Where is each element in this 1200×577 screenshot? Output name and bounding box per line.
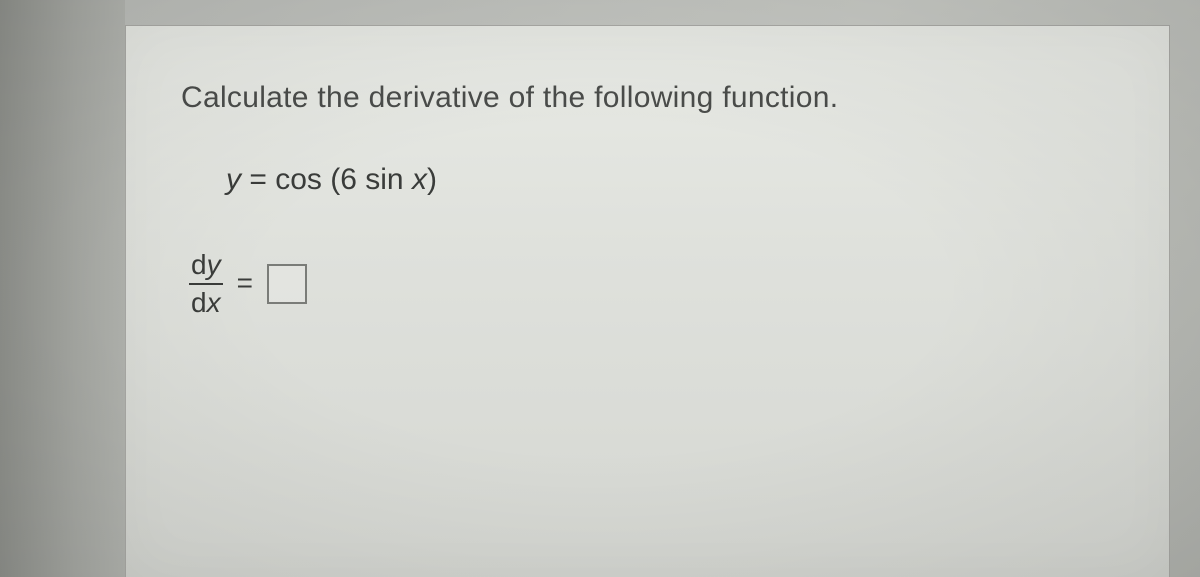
equation-x: x — [412, 163, 427, 196]
answer-equals: = — [237, 267, 253, 301]
denominator-x: x — [207, 287, 221, 318]
fraction-denominator: dx — [189, 283, 223, 319]
equation-coeff-6: 6 — [340, 163, 365, 196]
equation-open-paren: ( — [330, 163, 340, 196]
answer-row: dy dx = — [189, 249, 1139, 319]
fraction-numerator: dy — [189, 249, 223, 283]
problem-page: Calculate the derivative of the followin… — [125, 25, 1170, 577]
equation-lhs-y: y — [226, 163, 241, 196]
equation-close-paren: ) — [427, 163, 437, 196]
given-equation: y = cos (6 sin x) — [226, 163, 1139, 197]
page-left-margin — [0, 0, 125, 577]
problem-prompt: Calculate the derivative of the followin… — [181, 81, 1139, 115]
answer-input-box[interactable] — [267, 264, 307, 304]
denominator-d: d — [191, 287, 207, 318]
equation-cos: cos — [275, 163, 330, 196]
numerator-y: y — [207, 249, 221, 280]
equation-equals: = — [241, 163, 275, 196]
numerator-d: d — [191, 249, 207, 280]
problem-content: Calculate the derivative of the followin… — [126, 26, 1169, 349]
dy-dx-fraction: dy dx — [189, 249, 223, 319]
equation-sin: sin — [365, 163, 412, 196]
